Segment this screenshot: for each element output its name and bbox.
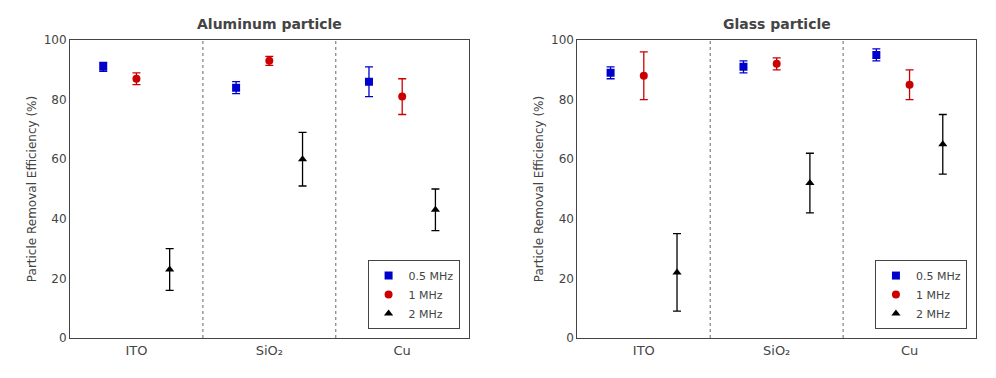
- svg-text:ITO: ITO: [633, 343, 655, 358]
- svg-text:40: 40: [51, 212, 66, 226]
- svg-text:60: 60: [51, 152, 66, 166]
- svg-text:2 MHz: 2 MHz: [409, 308, 443, 321]
- svg-text:0: 0: [59, 331, 67, 345]
- svg-text:2 MHz: 2 MHz: [916, 308, 950, 321]
- svg-text:0.5 MHz: 0.5 MHz: [409, 270, 454, 283]
- svg-text:Cu: Cu: [394, 343, 411, 358]
- svg-text:100: 100: [551, 33, 574, 47]
- svg-text:80: 80: [51, 93, 66, 107]
- svg-text:Aluminum particle: Aluminum particle: [197, 16, 342, 32]
- svg-text:80: 80: [559, 93, 574, 107]
- svg-text:1 MHz: 1 MHz: [409, 289, 443, 302]
- svg-text:Cu: Cu: [901, 343, 918, 358]
- svg-text:Glass particle: Glass particle: [723, 16, 831, 32]
- svg-text:20: 20: [51, 272, 66, 286]
- svg-text:SiO₂: SiO₂: [256, 343, 283, 358]
- svg-text:0.5 MHz: 0.5 MHz: [916, 270, 961, 283]
- svg-text:Particle Removal Efficiency (%: Particle Removal Efficiency (%): [25, 96, 39, 282]
- svg-text:100: 100: [44, 33, 67, 47]
- svg-text:ITO: ITO: [125, 343, 147, 358]
- svg-text:60: 60: [559, 152, 574, 166]
- svg-text:SiO₂: SiO₂: [763, 343, 790, 358]
- svg-text:1 MHz: 1 MHz: [916, 289, 950, 302]
- svg-text:40: 40: [559, 212, 574, 226]
- svg-text:0: 0: [566, 331, 574, 345]
- svg-text:Particle Removal Efficiency (%: Particle Removal Efficiency (%): [532, 96, 546, 282]
- svg-text:20: 20: [559, 272, 574, 286]
